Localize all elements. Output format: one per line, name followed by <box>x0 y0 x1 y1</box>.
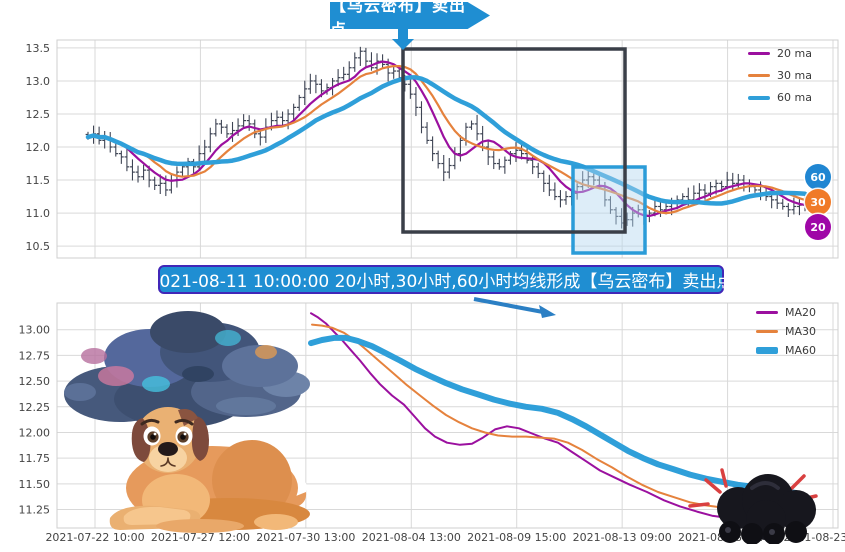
legend-item-ma30: MA30 <box>756 325 816 338</box>
dog-illustration <box>109 407 310 533</box>
bottom-chart-x-axis: 2021-07-22 10:00 2021-07-27 12:00 2021-07-… <box>45 531 845 544</box>
legend-item-ma20: MA20 <box>756 306 816 319</box>
dark-highlight-box <box>401 47 627 234</box>
y-tick-label: 12.0 <box>26 141 51 154</box>
diagonal-arrow-icon <box>473 297 556 318</box>
ma60-legend-swatch <box>756 347 778 354</box>
y-tick-label: 11.75 <box>19 452 51 465</box>
legend-item-ma60: MA60 <box>756 344 816 357</box>
ma60-legend-swatch <box>748 95 770 100</box>
sell-point-banner: 【乌云密布】卖出点 <box>330 2 490 29</box>
top-chart-grid <box>56 39 839 259</box>
y-tick-label: 11.5 <box>26 174 51 187</box>
black-storm-cloud-illustration <box>688 468 818 544</box>
y-tick-label: 10.5 <box>26 240 51 253</box>
ma60-series-line <box>308 334 799 497</box>
ma30-legend-swatch <box>748 74 770 77</box>
annotation-banner-label: 2021-08-11 10:00:00 20小时,30小时,60小时均线形成【乌… <box>148 272 734 292</box>
legend-label: MA60 <box>785 344 817 357</box>
down-arrow-icon <box>392 29 414 50</box>
ma20-legend-swatch <box>748 52 770 55</box>
ma30-series-line <box>311 323 794 513</box>
badge-30: 30 <box>805 189 831 215</box>
legend-label: 30 ma <box>777 69 812 82</box>
y-tick-label: 13.5 <box>26 42 51 55</box>
y-tick-label: 13.0 <box>26 75 51 88</box>
y-tick-label: 12.75 <box>19 349 51 362</box>
bottom-chart-y-axis: 13.00 12.75 12.50 12.25 12.00 11.75 11.50 11.25 <box>19 324 51 517</box>
y-tick-label: 12.25 <box>19 401 51 414</box>
y-tick-label: 13.00 <box>19 324 51 337</box>
x-tick-label: 2021-08-04 13:00 <box>362 531 461 544</box>
legend-label: MA30 <box>785 325 817 338</box>
top-chart: 13.5 13.0 12.5 12.0 11.5 11.0 10.5 <box>26 29 839 259</box>
x-tick-label: 2021-08-09 15:00 <box>467 531 566 544</box>
legend-item-20ma: 20 ma <box>748 47 812 60</box>
y-tick-label: 11.0 <box>26 207 51 220</box>
y-tick-label: 12.00 <box>19 426 51 439</box>
top-chart-legend: 20 ma 30 ma 60 ma <box>748 47 812 104</box>
candlesticks <box>85 46 808 229</box>
top-chart-y-axis: 13.5 13.0 12.5 12.0 11.5 11.0 10.5 <box>26 42 51 253</box>
legend-label: 60 ma <box>777 91 812 104</box>
y-tick-label: 12.5 <box>26 108 51 121</box>
x-tick-label: 2021-08-13 09:00 <box>573 531 672 544</box>
badge-20: 20 <box>805 214 831 240</box>
x-tick-label: 2021-07-30 13:00 <box>256 531 355 544</box>
legend-item-30ma: 30 ma <box>748 69 812 82</box>
dark-cloud-illustration <box>64 311 310 428</box>
bottom-chart-legend: MA20 MA30 MA60 <box>756 306 816 357</box>
x-tick-label: 2021-07-22 10:00 <box>45 531 144 544</box>
blue-highlight-box <box>571 165 647 255</box>
legend-label: 20 ma <box>777 47 812 60</box>
legend-item-60ma: 60 ma <box>748 91 812 104</box>
legend-label: MA20 <box>785 306 817 319</box>
sell-point-banner-label: 【乌云密布】卖出点 <box>330 0 467 39</box>
ma30-line <box>86 64 807 215</box>
y-tick-label: 11.25 <box>19 504 51 517</box>
ma20-series-line <box>310 312 794 519</box>
annotation-banner: 2021-08-11 10:00:00 20小时,30小时,60小时均线形成【乌… <box>149 265 733 294</box>
ma60-line <box>85 75 808 206</box>
ma30-legend-swatch <box>756 330 778 333</box>
ma20-legend-swatch <box>756 311 778 314</box>
y-tick-label: 12.50 <box>19 375 51 388</box>
x-tick-label: 2021-07-27 12:00 <box>151 531 250 544</box>
y-tick-label: 11.50 <box>19 478 51 491</box>
badge-60: 60 <box>805 164 831 190</box>
